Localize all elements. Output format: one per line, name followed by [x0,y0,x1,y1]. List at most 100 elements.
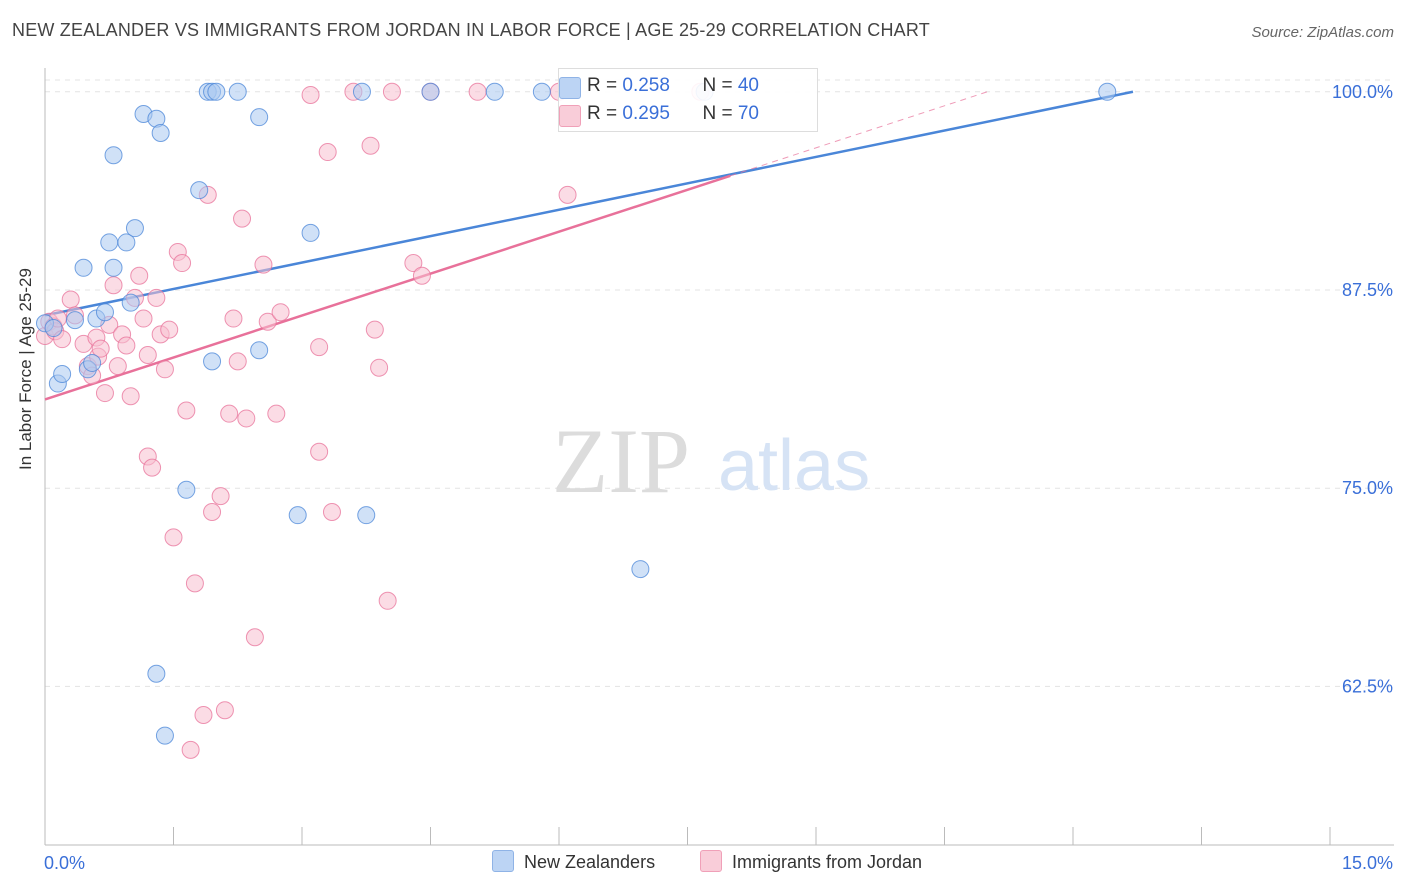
stats-swatch-pink [559,105,581,127]
point-jordan[interactable] [245,628,264,647]
point-jordan[interactable] [95,384,114,403]
point-jordan[interactable] [310,442,329,461]
point-nz[interactable] [352,82,371,101]
y-tick-label: 62.5% [1342,676,1393,696]
point-nz[interactable] [125,219,144,238]
point-jordan[interactable] [155,360,174,379]
point-jordan[interactable] [117,336,136,355]
point-jordan[interactable] [310,338,329,357]
point-jordan[interactable] [228,352,247,371]
point-jordan[interactable] [121,387,140,406]
point-nz[interactable] [44,319,63,338]
point-jordan[interactable] [211,487,230,506]
series-nz-points [36,82,1117,745]
point-nz[interactable] [74,258,93,277]
point-jordan[interactable] [361,136,380,155]
point-nz[interactable] [104,258,123,277]
y-tick-label: 75.0% [1342,478,1393,498]
point-nz[interactable] [288,506,307,525]
point-jordan[interactable] [61,290,80,309]
point-nz[interactable] [1098,82,1117,101]
point-nz[interactable] [228,82,247,101]
trend-line-jordan-extension [730,91,988,177]
point-nz[interactable] [357,506,376,525]
trend-line-jordan [44,174,731,401]
stats-blue-r-label: R = [587,75,623,96]
legend: New Zealanders Immigrants from Jordan [0,850,1406,880]
point-jordan[interactable] [267,404,286,423]
y-axis-label: In Labor Force | Age 25-29 [16,268,35,470]
point-nz[interactable] [250,341,269,360]
legend-item-jordan[interactable]: Immigrants from Jordan [700,850,922,873]
point-jordan[interactable] [382,82,401,101]
point-jordan[interactable] [130,266,149,285]
point-nz[interactable] [147,664,166,683]
point-nz[interactable] [301,223,320,242]
stats-pink-n-label: N = [702,103,738,124]
point-jordan[interactable] [254,255,273,274]
point-nz[interactable] [53,365,72,384]
point-jordan[interactable] [194,705,213,724]
point-jordan[interactable] [365,320,384,339]
point-jordan[interactable] [322,503,341,521]
point-nz[interactable] [95,303,114,322]
point-jordan[interactable] [203,503,222,521]
point-jordan[interactable] [91,339,110,358]
point-nz[interactable] [121,293,140,312]
point-nz[interactable] [83,353,102,372]
point-jordan[interactable] [370,358,389,377]
point-jordan[interactable] [104,276,123,295]
point-jordan[interactable] [271,303,290,322]
point-jordan[interactable] [177,401,196,420]
point-nz[interactable] [177,480,196,499]
point-jordan[interactable] [134,309,153,328]
point-jordan[interactable] [185,574,204,593]
point-jordan[interactable] [258,312,277,331]
point-nz[interactable] [151,124,170,143]
point-jordan[interactable] [224,309,243,328]
point-jordan[interactable] [412,266,431,285]
point-nz[interactable] [155,726,174,745]
point-jordan[interactable] [215,701,234,720]
point-nz[interactable] [117,233,136,252]
point-jordan[interactable] [237,409,256,428]
point-jordan[interactable] [468,82,487,101]
point-jordan[interactable] [108,357,127,376]
point-jordan[interactable] [404,254,423,273]
point-nz[interactable] [207,82,226,101]
point-nz[interactable] [250,108,269,127]
point-jordan[interactable] [160,320,179,339]
point-jordan[interactable] [147,288,166,307]
point-jordan[interactable] [378,591,397,610]
point-nz[interactable] [421,82,440,101]
point-jordan[interactable] [558,185,577,204]
point-jordan[interactable] [138,346,157,365]
point-jordan[interactable] [233,209,252,228]
stats-blue-n-label: N = [702,75,738,96]
point-nz[interactable] [631,560,650,579]
legend-swatch-pink [700,850,722,872]
legend-item-nz[interactable]: New Zealanders [492,850,655,873]
stats-box: R = 0.258 N = 40 R = 0.295 N = 70 [558,68,818,132]
point-jordan[interactable] [173,254,192,273]
point-nz[interactable] [485,82,504,101]
point-nz[interactable] [65,311,84,330]
point-jordan[interactable] [220,404,239,423]
point-jordan[interactable] [143,458,162,477]
point-nz[interactable] [100,233,119,252]
watermark-atlas: atlas [718,426,870,506]
legend-swatch-blue [492,850,514,872]
trend-line-nz [44,90,1134,317]
watermark: ZIP atlas [552,410,870,512]
point-jordan[interactable] [318,143,337,162]
point-jordan[interactable] [301,85,320,104]
point-nz[interactable] [190,181,209,200]
point-nz[interactable] [203,352,222,371]
stats-pink-r-value: 0.295 [622,103,670,124]
point-jordan[interactable] [181,740,200,759]
point-nz[interactable] [104,146,123,165]
stats-blue-n-value: 40 [737,75,759,96]
point-jordan[interactable] [164,528,183,547]
point-nz[interactable] [532,82,551,101]
